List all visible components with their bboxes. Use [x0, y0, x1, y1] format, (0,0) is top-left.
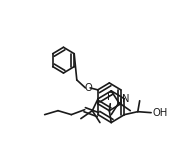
- Text: N: N: [122, 94, 129, 104]
- Text: O: O: [84, 83, 92, 93]
- Text: OH: OH: [152, 108, 167, 118]
- Text: F: F: [107, 92, 113, 102]
